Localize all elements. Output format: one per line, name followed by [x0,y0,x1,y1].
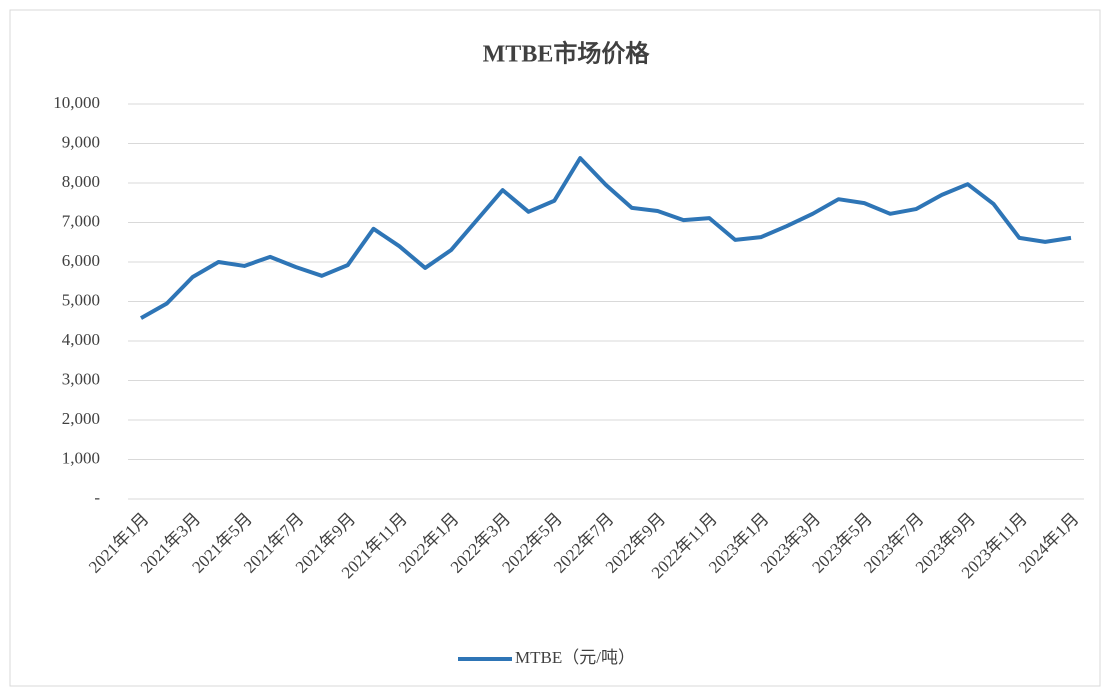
y-tick-label: 1,000 [62,448,100,467]
y-tick-label: 4,000 [62,330,100,349]
legend-label: MTBE（元/吨） [515,648,635,667]
y-tick-label: 10,000 [53,93,100,112]
y-tick-label: - [94,488,100,507]
y-tick-label: 8,000 [62,172,100,191]
y-tick-label: 5,000 [62,290,100,309]
line [140,156,1072,320]
y-tick-label: 6,000 [62,251,100,270]
chart-border [9,9,1101,687]
chart-title: MTBE市场价格 [483,40,651,68]
y-tick-label: 9,000 [62,132,100,151]
y-tick-label: 2,000 [62,409,100,428]
y-tick-label: 7,000 [62,211,100,230]
y-tick-label: 3,000 [62,369,100,388]
